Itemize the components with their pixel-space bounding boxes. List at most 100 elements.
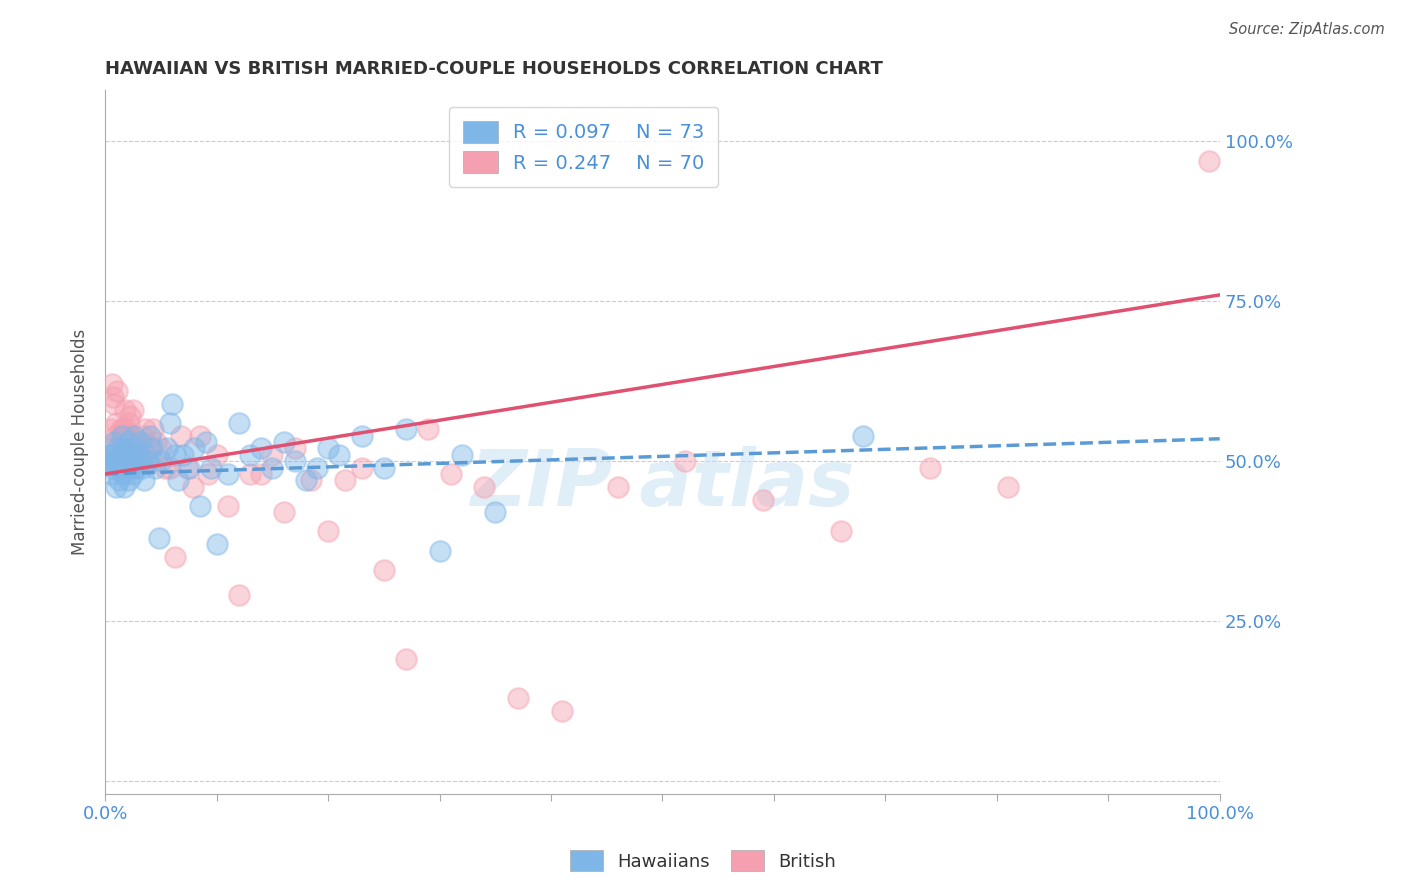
Point [395, 652, 418, 666]
Point [100, 467, 122, 481]
Point [395, 422, 418, 436]
Point [159, 460, 181, 475]
Point [166, 473, 188, 487]
Point [114, 403, 136, 417]
Point [250, 467, 273, 481]
Point [273, 434, 295, 449]
Point [122, 403, 145, 417]
Point [121, 448, 143, 462]
Point [506, 690, 529, 705]
Point [316, 442, 339, 456]
Point [145, 434, 167, 449]
Point [118, 409, 141, 424]
Point [200, 460, 222, 475]
Point [98, 448, 121, 462]
Point [128, 434, 150, 449]
Point [108, 428, 131, 442]
Point [111, 428, 134, 442]
Point [429, 543, 451, 558]
Point [418, 422, 440, 436]
Point [105, 480, 128, 494]
Point [108, 460, 131, 475]
Point [104, 454, 127, 468]
Point [117, 434, 139, 449]
Text: ZIP atlas: ZIP atlas [470, 446, 855, 522]
Point [217, 467, 239, 481]
Point [128, 434, 150, 449]
Point [122, 442, 145, 456]
Point [177, 460, 200, 475]
Point [440, 467, 463, 481]
Point [176, 460, 198, 475]
Point [103, 434, 125, 449]
Point [105, 416, 128, 430]
Point [159, 416, 181, 430]
Point [124, 434, 146, 449]
Point [172, 448, 194, 462]
Point [107, 454, 129, 468]
Point [107, 442, 129, 456]
Point [188, 499, 211, 513]
Point [183, 442, 205, 456]
Point [101, 460, 124, 475]
Point [97, 454, 120, 468]
Point [333, 473, 356, 487]
Point [103, 396, 125, 410]
Point [111, 454, 134, 468]
Point [239, 467, 262, 481]
Point [125, 434, 148, 449]
Point [752, 492, 775, 507]
Point [120, 428, 142, 442]
Point [110, 422, 132, 436]
Point [228, 589, 250, 603]
Point [98, 448, 121, 462]
Point [100, 422, 122, 436]
Point [117, 448, 139, 462]
Text: HAWAIIAN VS BRITISH MARRIED-COUPLE HOUSEHOLDS CORRELATION CHART: HAWAIIAN VS BRITISH MARRIED-COUPLE HOUSE… [105, 60, 883, 78]
Point [141, 442, 163, 456]
Point [197, 467, 219, 481]
Point [295, 473, 318, 487]
Point [188, 428, 211, 442]
Legend: Hawaiians, British: Hawaiians, British [562, 843, 844, 879]
Point [121, 454, 143, 468]
Point [101, 448, 124, 462]
Point [1198, 153, 1220, 168]
Y-axis label: Married-couple Households: Married-couple Households [72, 329, 89, 555]
Point [228, 416, 250, 430]
Point [673, 454, 696, 468]
Point [124, 454, 146, 468]
Point [104, 428, 127, 442]
Point [112, 442, 135, 456]
Point [145, 460, 167, 475]
Legend: R = 0.097    N = 73, R = 0.247    N = 70: R = 0.097 N = 73, R = 0.247 N = 70 [450, 107, 718, 187]
Point [115, 422, 138, 436]
Point [181, 480, 204, 494]
Point [205, 448, 228, 462]
Point [125, 460, 148, 475]
Point [484, 505, 506, 519]
Point [107, 473, 129, 487]
Point [155, 460, 177, 475]
Point [117, 416, 139, 430]
Point [134, 473, 156, 487]
Point [155, 442, 177, 456]
Point [122, 428, 145, 442]
Point [217, 499, 239, 513]
Point [114, 460, 136, 475]
Point [606, 480, 628, 494]
Point [149, 454, 172, 468]
Point [105, 454, 128, 468]
Point [115, 454, 138, 468]
Point [122, 448, 145, 462]
Point [114, 448, 136, 462]
Point [122, 467, 145, 481]
Point [918, 460, 941, 475]
Point [160, 396, 183, 410]
Point [250, 442, 273, 456]
Point [373, 563, 395, 577]
Point [135, 448, 157, 462]
Point [134, 422, 156, 436]
Point [830, 524, 852, 539]
Point [170, 428, 193, 442]
